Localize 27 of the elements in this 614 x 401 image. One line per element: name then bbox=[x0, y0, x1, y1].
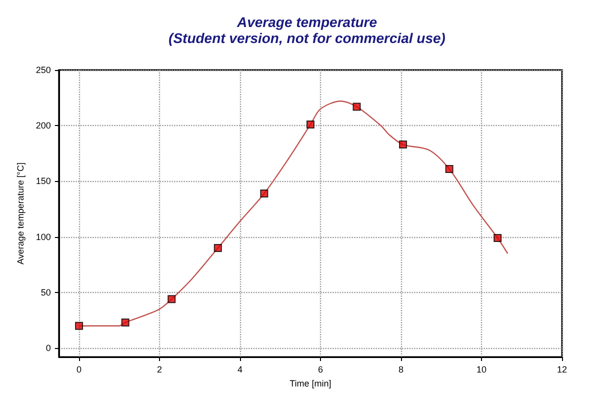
x-tick-label: 6 bbox=[318, 364, 324, 374]
point bbox=[121, 318, 130, 327]
point bbox=[75, 322, 84, 330]
x-tick-label: 0 bbox=[76, 364, 82, 374]
point bbox=[494, 234, 502, 242]
point bbox=[352, 102, 361, 111]
x-tick-label: 10 bbox=[476, 364, 487, 374]
y-tick-label: 250 bbox=[36, 65, 51, 75]
y-tick-label: 0 bbox=[46, 343, 51, 354]
x-tick-label: 8 bbox=[398, 364, 404, 374]
chart-title: Average temperature bbox=[236, 14, 378, 30]
chart-subtitle: (Student version, not for commercial use) bbox=[168, 30, 446, 46]
x-tick-label: 12 bbox=[556, 364, 568, 374]
y-tick-label: 100 bbox=[36, 232, 51, 242]
point bbox=[260, 189, 268, 198]
point bbox=[214, 244, 222, 252]
y-axis-title: Average temperature [°C] bbox=[16, 162, 26, 264]
point bbox=[168, 295, 176, 304]
x-tick-label: 4 bbox=[238, 364, 243, 374]
y-tick-label: 200 bbox=[36, 120, 51, 131]
x-axis-title: Time [min] bbox=[290, 378, 332, 388]
y-tick-label: 50 bbox=[40, 287, 51, 298]
y-tick-label: 150 bbox=[36, 176, 51, 186]
x-tick-label: 2 bbox=[157, 364, 162, 374]
point bbox=[399, 140, 408, 149]
point bbox=[306, 120, 314, 129]
point bbox=[445, 165, 454, 174]
